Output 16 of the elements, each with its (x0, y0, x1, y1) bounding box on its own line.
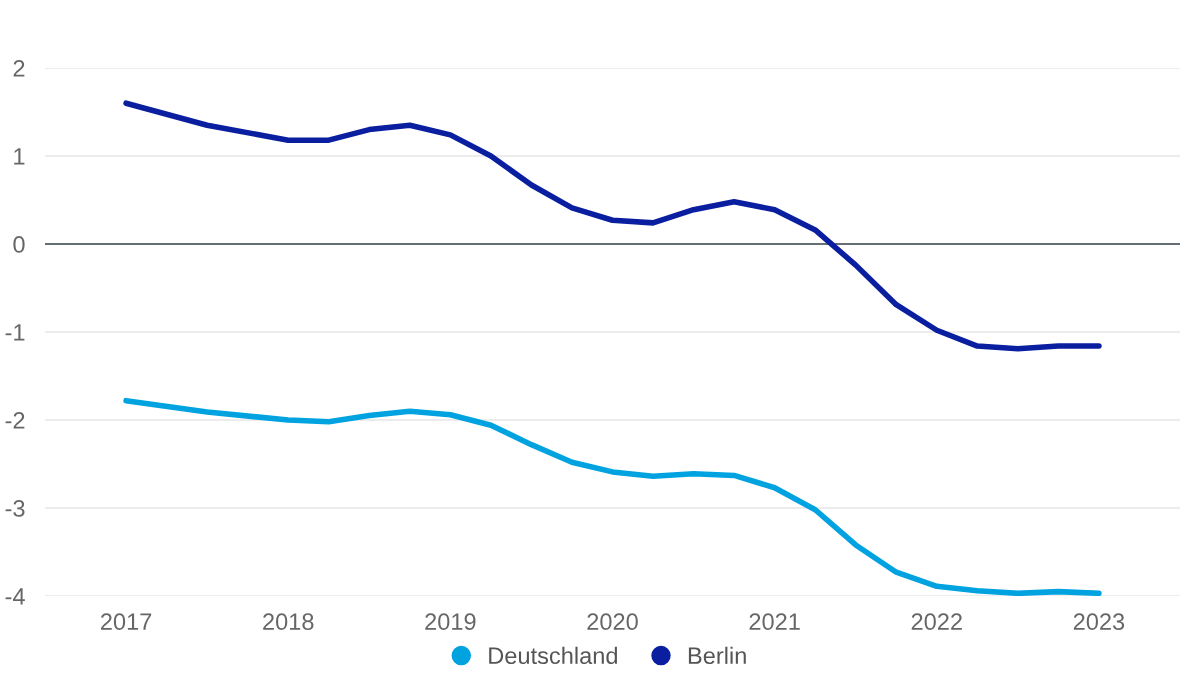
y-tick-label: 1 (14, 148, 25, 165)
y-tick-label: -4 (5, 588, 25, 605)
x-tick-label: 2022 (911, 613, 962, 631)
x-tick-label: 2017 (101, 613, 152, 631)
y-tick-label: -2 (5, 412, 25, 429)
x-tick-label: 2021 (749, 613, 800, 631)
y-tick-label: -1 (5, 324, 25, 341)
y-tick-label: -3 (5, 500, 25, 517)
y-tick-label: 2 (13, 60, 25, 77)
x-tick-label: 2020 (587, 613, 638, 631)
x-tick-label: 2019 (425, 613, 476, 631)
x-tick-label: 2023 (1073, 613, 1125, 631)
legend-label: Deutschland (489, 646, 617, 665)
y-tick-label: 0 (13, 236, 25, 253)
legend-label: Berlin (688, 646, 746, 665)
x-tick-label: 2018 (263, 613, 314, 631)
